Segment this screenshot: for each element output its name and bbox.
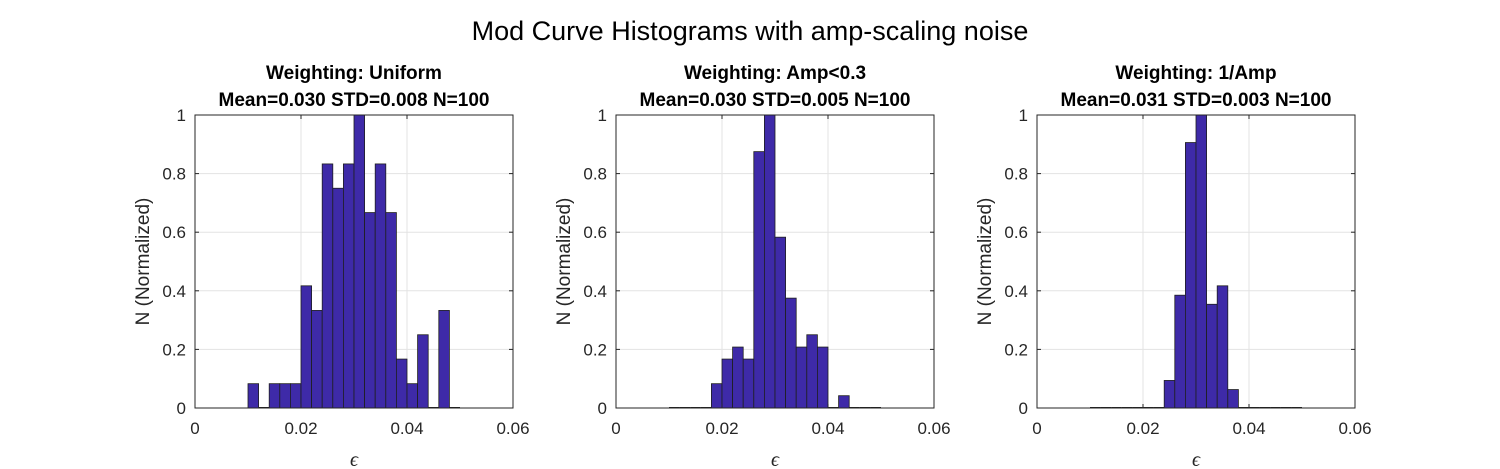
x-tick-label: 0.04 (811, 419, 844, 438)
y-tick-label: 0.2 (583, 340, 607, 359)
x-axis-label: ϵ (350, 449, 359, 469)
figure-title: Mod Curve Histograms with amp-scaling no… (472, 16, 1029, 46)
histogram-bar (364, 212, 376, 409)
axes-root: 0 0.02 0.04 0.06 0 0.2 0.4 0.6 0.8 1 Weighting: Un… (133, 63, 1372, 469)
y-tick-label: 0 (177, 399, 186, 418)
x-tick-label: 0.06 (1338, 419, 1371, 438)
x-tick-label: 0.04 (390, 419, 423, 438)
histogram-bar (838, 395, 850, 409)
histogram-bar (417, 334, 429, 409)
histogram-bar (374, 163, 387, 409)
histogram-bar (1216, 285, 1229, 409)
y-tick-label: 0.6 (1004, 223, 1028, 242)
histogram-bar (732, 346, 744, 409)
histogram-bar (785, 297, 797, 409)
y-tick-label: 0.6 (583, 223, 607, 242)
x-tick-label: 0 (190, 419, 199, 438)
histogram-bar (395, 358, 408, 409)
y-axis-label: N (Normalized) (133, 198, 154, 326)
y-axis-label: N (Normalized) (554, 198, 575, 326)
y-tick-label: 0.8 (162, 165, 186, 184)
histogram-bar (406, 383, 419, 409)
x-tick-label: 0.06 (917, 419, 950, 438)
histogram-bar (289, 383, 302, 409)
histogram-bar (321, 163, 334, 409)
histogram-bar (742, 358, 755, 409)
x-axis-label: ϵ (1192, 449, 1201, 469)
y-axis-label: N (Normalized) (975, 198, 996, 326)
histogram-bar (711, 383, 723, 409)
y-tick-label: 1 (177, 106, 186, 125)
x-tick-label: 0.06 (496, 419, 529, 438)
histogram-bar (1163, 380, 1176, 409)
y-tick-label: 0.4 (583, 282, 607, 301)
histogram-bar (247, 383, 260, 409)
y-tick-label: 0.8 (583, 165, 607, 184)
x-tick-label: 0.04 (1232, 419, 1265, 438)
histogram-bar (342, 163, 355, 409)
panel-title: Weighting: 1/Amp (1115, 63, 1276, 84)
histogram-bar (353, 114, 366, 409)
axes-box (1036, 114, 1356, 409)
histogram-bar (1185, 142, 1197, 409)
x-tick-label: 0.02 (284, 419, 317, 438)
axes-box (615, 114, 935, 409)
histogram-bar (438, 310, 450, 409)
histogram-bar (268, 383, 281, 409)
panel-subtitle: Mean=0.030 STD=0.008 N=100 (219, 90, 490, 111)
histogram-bar (1174, 294, 1186, 409)
y-tick-label: 0.2 (1004, 340, 1028, 359)
axes-box (194, 114, 514, 409)
histogram-bar (817, 346, 829, 409)
histogram-panel-3: 0 0.02 0.04 0.06 0 0.2 0.4 0.6 0.8 1 Weighting: 1/… (975, 63, 1372, 469)
panel-subtitle: Mean=0.030 STD=0.005 N=100 (640, 90, 911, 111)
panel-title: Weighting: Amp<0.3 (684, 63, 866, 84)
histogram-bar (385, 212, 397, 409)
panel-title: Weighting: Uniform (266, 63, 442, 84)
histogram-bar (300, 285, 313, 409)
x-tick-label: 0 (611, 419, 620, 438)
histogram-bar (795, 346, 808, 409)
y-tick-label: 0.4 (162, 282, 186, 301)
histogram-bar (1206, 303, 1218, 409)
histogram-bar (332, 187, 344, 409)
histogram-bar (721, 358, 734, 409)
histogram-bar (806, 334, 818, 409)
histogram-bar (1195, 114, 1207, 409)
y-tick-label: 1 (598, 106, 607, 125)
histogram-bar (279, 383, 291, 409)
x-axis-label: ϵ (771, 449, 780, 469)
y-tick-label: 0 (598, 399, 607, 418)
y-tick-label: 0.8 (1004, 165, 1028, 184)
y-tick-label: 0.4 (1004, 282, 1028, 301)
histogram-panel-2: 0 0.02 0.04 0.06 0 0.2 0.4 0.6 0.8 1 Weighting: Am… (554, 63, 951, 469)
histogram-bar (774, 236, 787, 409)
histogram-bar (1227, 389, 1239, 409)
histogram-panel-1: 0 0.02 0.04 0.06 0 0.2 0.4 0.6 0.8 1 Weighting: Un… (133, 63, 530, 469)
y-tick-label: 0.2 (162, 340, 186, 359)
histogram-bar (764, 114, 776, 409)
x-tick-label: 0.02 (705, 419, 738, 438)
y-tick-label: 0 (1019, 399, 1028, 418)
y-tick-label: 0.6 (162, 223, 186, 242)
panel-subtitle: Mean=0.031 STD=0.003 N=100 (1061, 90, 1332, 111)
histogram-bar (753, 151, 765, 409)
x-tick-label: 0.02 (1126, 419, 1159, 438)
histogram-bar (311, 310, 323, 409)
y-tick-label: 1 (1019, 106, 1028, 125)
x-tick-label: 0 (1032, 419, 1041, 438)
